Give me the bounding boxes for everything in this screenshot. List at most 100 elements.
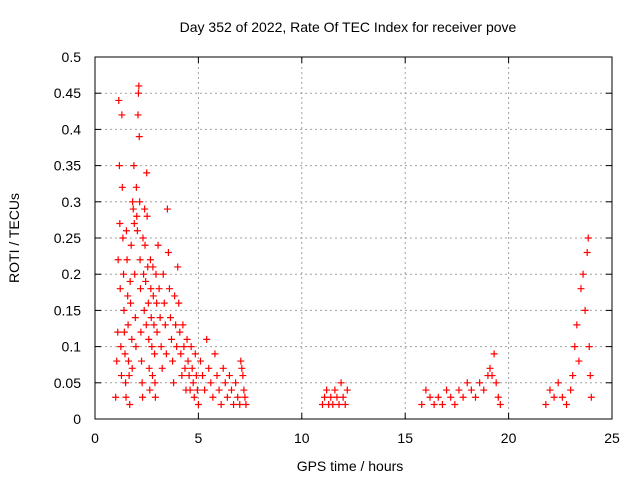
data-point [494, 393, 502, 401]
data-point [584, 234, 592, 242]
data-point [164, 248, 172, 256]
data-point [227, 386, 235, 394]
data-point [140, 270, 148, 278]
data-point [114, 256, 122, 264]
y-tick-label: 0.25 [54, 230, 81, 246]
data-point [225, 372, 233, 380]
data-point [149, 263, 157, 271]
data-point [463, 379, 471, 387]
x-tick-labels: 0 5 10 15 20 25 [91, 430, 620, 446]
data-point [223, 393, 231, 401]
data-point [209, 393, 217, 401]
y-tick-label: 0.5 [62, 49, 82, 65]
data-point [148, 343, 156, 351]
data-point [585, 343, 593, 351]
data-point [323, 386, 331, 394]
y-tick-label: 0.05 [54, 375, 81, 391]
data-point [177, 350, 185, 358]
data-point [577, 285, 585, 293]
data-point [157, 343, 165, 351]
y-tick-label: 0.4 [62, 121, 82, 137]
data-point [143, 212, 151, 220]
data-point [546, 386, 554, 394]
data-point [120, 270, 128, 278]
data-point [496, 401, 504, 409]
data-point [116, 220, 124, 228]
data-point [318, 401, 326, 409]
data-point [152, 270, 160, 278]
data-point [190, 393, 198, 401]
data-point [191, 350, 199, 358]
x-tick-label: 15 [397, 430, 413, 446]
data-point [132, 343, 140, 351]
data-point [335, 401, 343, 409]
y-tick-label: 0.45 [54, 85, 81, 101]
x-tick-label: 5 [195, 430, 203, 446]
y-tick-labels: 0 0.05 0.1 0.15 0.2 0.25 0.3 0.35 0.4 0.45 0.5 [54, 49, 81, 427]
y-axis-title: ROTI / TECUs [6, 193, 22, 283]
data-point [169, 357, 177, 365]
data-point [579, 270, 587, 278]
data-point [238, 364, 246, 372]
data-point [455, 386, 463, 394]
data-point [116, 285, 124, 293]
data-point [148, 372, 156, 380]
data-point [131, 314, 139, 322]
data-point [490, 350, 498, 358]
data-point [122, 393, 130, 401]
data-point [126, 401, 134, 409]
data-point [207, 379, 215, 387]
data-point [144, 299, 152, 307]
data-point [205, 364, 213, 372]
data-point [128, 364, 136, 372]
data-point [153, 299, 161, 307]
y-tick-label: 0.2 [62, 266, 82, 282]
data-point [176, 328, 184, 336]
data-point [488, 372, 496, 380]
data-point [146, 386, 154, 394]
data-point [343, 386, 351, 394]
data-point [438, 401, 446, 409]
data-point [135, 82, 143, 90]
data-point [142, 277, 150, 285]
data-point [181, 364, 189, 372]
data-point [241, 393, 249, 401]
data-point [240, 386, 248, 394]
data-point [571, 343, 579, 351]
data-point [172, 321, 180, 329]
data-point [203, 335, 211, 343]
chart-title: Day 352 of 2022, Rate Of TEC Index for r… [180, 19, 517, 35]
data-point [133, 212, 141, 220]
data-point [115, 96, 123, 104]
data-point [134, 111, 142, 119]
data-point [201, 386, 209, 394]
data-point [221, 379, 229, 387]
data-point [118, 183, 126, 191]
data-point [337, 379, 345, 387]
data-point [573, 321, 581, 329]
data-point [162, 350, 170, 358]
data-point [583, 248, 591, 256]
data-point [184, 357, 192, 365]
data-point [492, 379, 500, 387]
data-point [155, 285, 163, 293]
data-point [486, 364, 494, 372]
data-point [146, 256, 154, 264]
data-point [581, 306, 589, 314]
x-tick-label: 10 [294, 430, 310, 446]
data-point [134, 89, 142, 97]
data-point [138, 379, 146, 387]
data-point [542, 401, 550, 409]
data-point [128, 335, 136, 343]
data-point [237, 357, 245, 365]
data-point [587, 393, 595, 401]
data-point [173, 343, 181, 351]
y-tick-label: 0.3 [62, 194, 82, 210]
data-point [563, 401, 571, 409]
data-point [183, 335, 191, 343]
data-point [114, 328, 122, 336]
y-tick-label: 0.15 [54, 302, 81, 318]
data-point [151, 393, 159, 401]
data-point [120, 306, 128, 314]
data-point [135, 133, 143, 141]
